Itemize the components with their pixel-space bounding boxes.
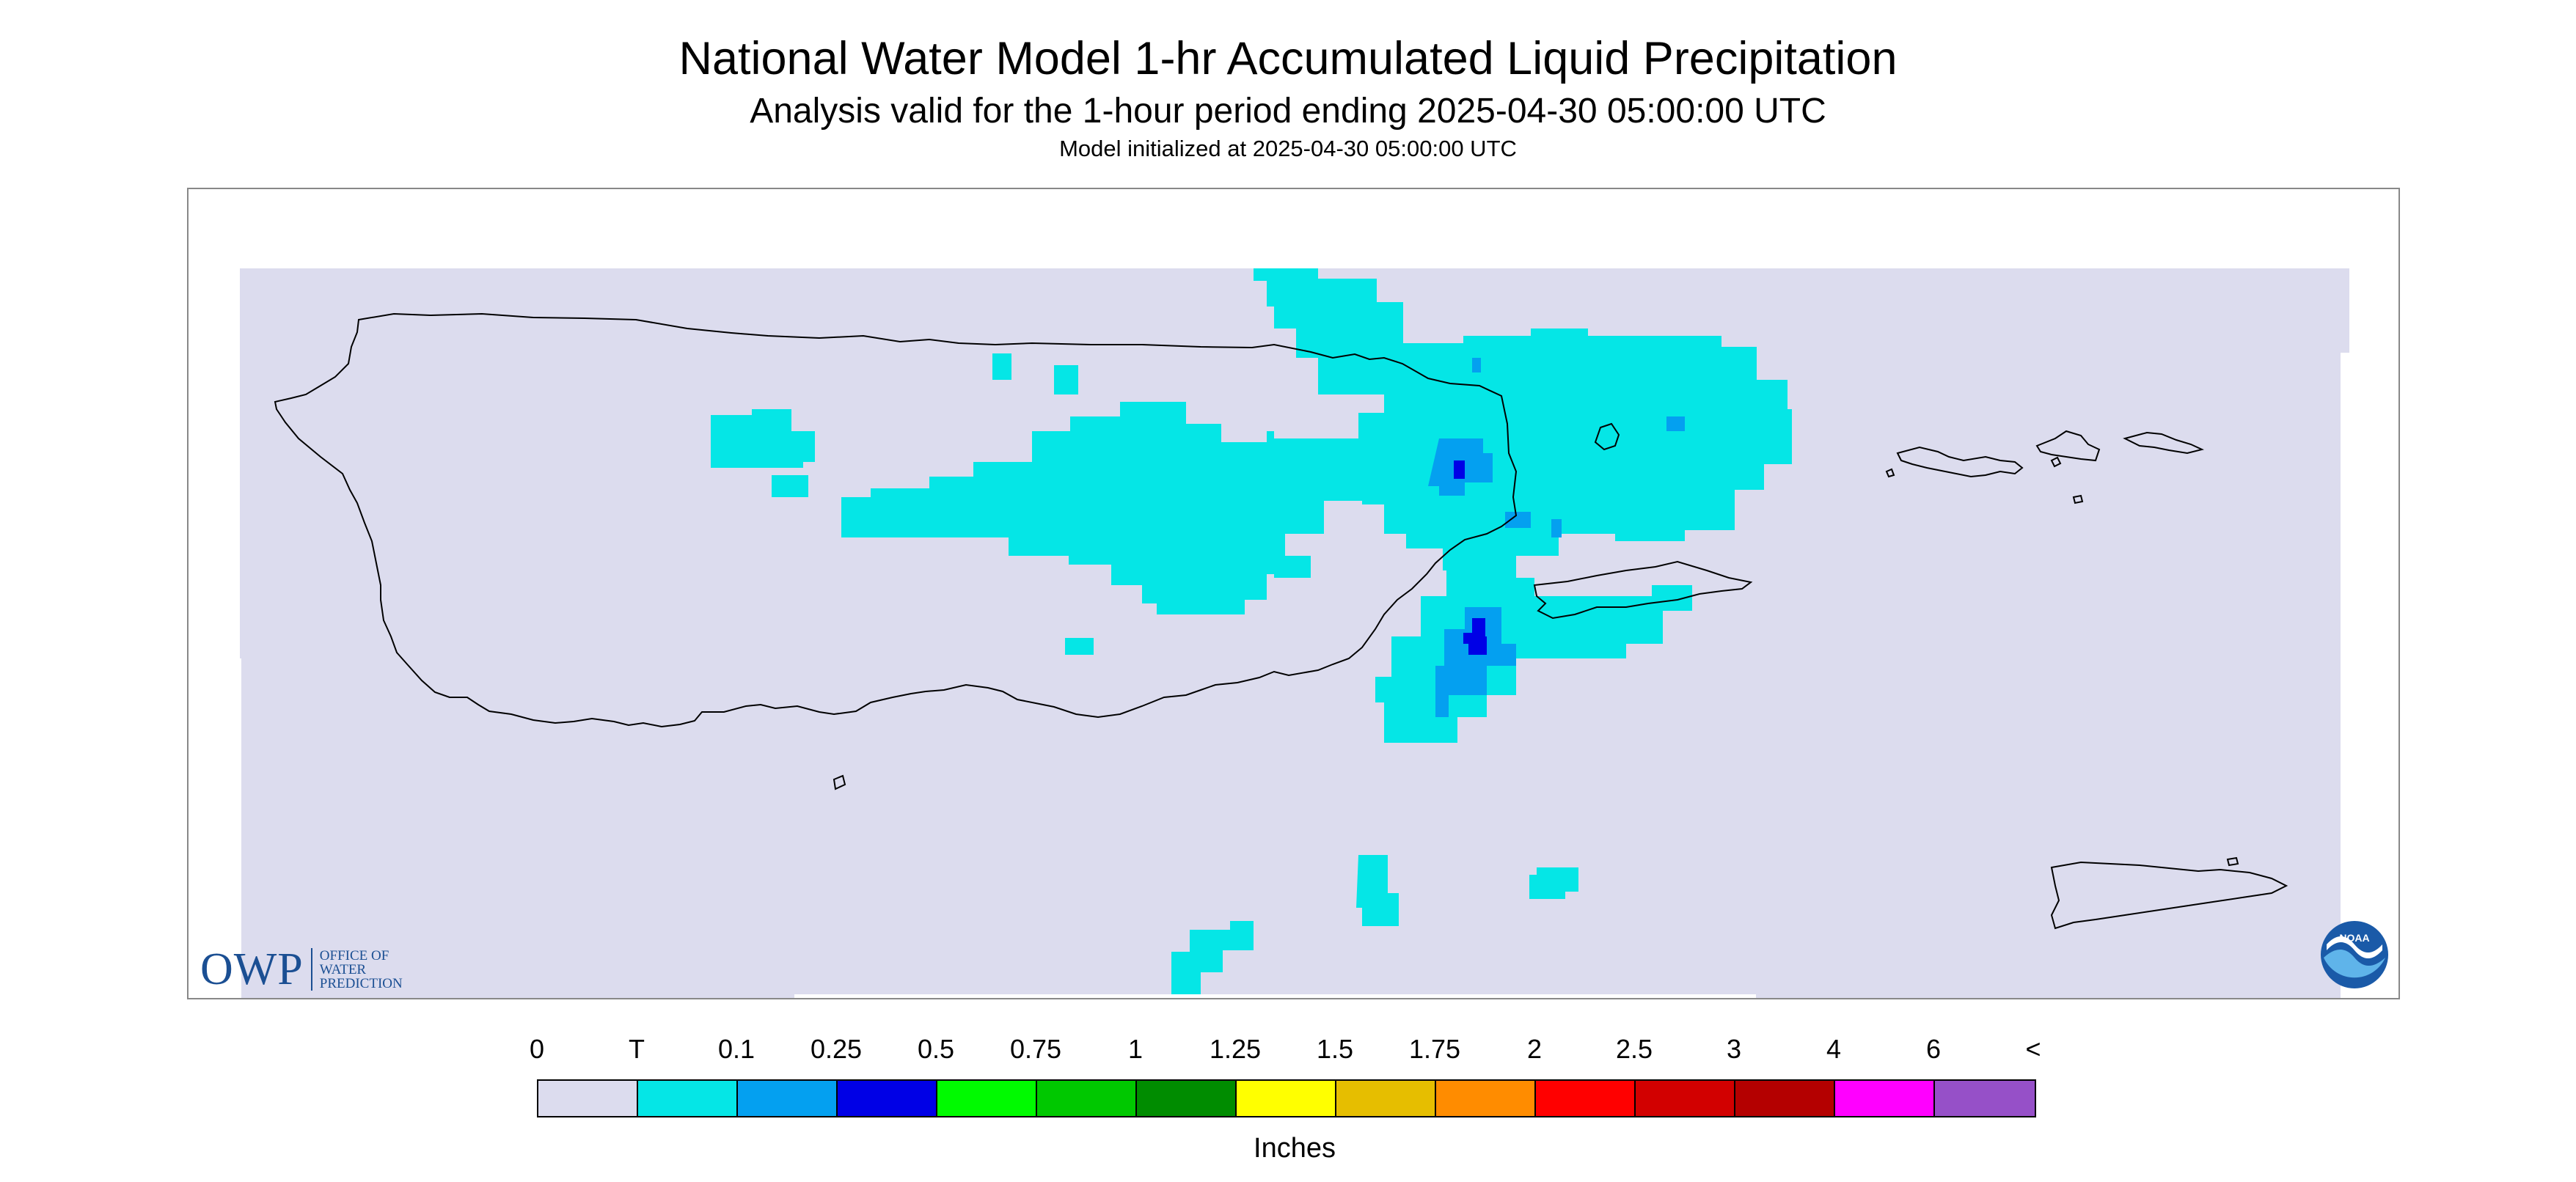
legend-label: 1 — [1127, 1034, 1144, 1064]
islet-3 — [2072, 494, 2084, 504]
legend-label: T — [629, 1034, 645, 1064]
precip-heavy-areas — [1454, 460, 1487, 655]
legend-label: < — [2025, 1034, 2041, 1064]
legend-label: 0.5 — [917, 1034, 955, 1064]
legend-swatch — [1735, 1081, 1835, 1116]
precipitation-map — [187, 188, 2400, 999]
coastlines — [274, 312, 2288, 930]
precip-area-west-small — [772, 475, 808, 497]
precip-area-small-3 — [1274, 556, 1311, 578]
chart-title: National Water Model 1-hr Accumulated Li… — [678, 33, 1898, 84]
legend-swatch — [1237, 1081, 1336, 1116]
precip-area-small-4 — [1065, 638, 1094, 655]
legend-swatch — [1935, 1081, 2035, 1116]
precip-area-heavy-2 — [1463, 618, 1487, 655]
precip-area-west — [711, 409, 815, 468]
owp-logo-line2: WATER — [319, 961, 367, 977]
precip-area-heavy-1 — [1454, 460, 1465, 479]
owp-logo-text: OFFICE OF WATER PREDICTION — [320, 949, 403, 991]
legend-label: 1.25 — [1209, 1034, 1262, 1064]
legend-swatch — [638, 1081, 738, 1116]
model-init-text: Model initialized at 2025-04-30 05:00:00… — [1059, 136, 1517, 161]
legend-swatch — [1835, 1081, 1935, 1116]
legend-swatch — [738, 1081, 838, 1116]
legend-colorbar — [537, 1079, 2036, 1117]
st-john-coastline — [2035, 430, 2101, 462]
legend-swatch — [538, 1081, 638, 1116]
precip-area-mod-3 — [1505, 512, 1531, 528]
legend-label: 2 — [1526, 1034, 1543, 1064]
owp-logo: OWP OFFICE OF WATER PREDICTION — [200, 946, 403, 993]
legend-label: 1.5 — [1316, 1034, 1354, 1064]
precip-legend: 0 T 0.1 0.25 0.5 0.75 1 1.25 1.5 1.75 2 2.5 3 4 6 < Inc… — [530, 1034, 2052, 1164]
vieques-coastline — [1533, 560, 1753, 620]
puerto-rico-coastline — [274, 312, 1518, 728]
owp-logo-line1: OFFICE OF — [319, 947, 389, 963]
model-domain — [240, 268, 2349, 998]
st-croix-coastline — [2050, 861, 2288, 930]
legend-label: 0 — [529, 1034, 545, 1064]
legend-swatch — [1137, 1081, 1237, 1116]
precip-area-small-1 — [992, 353, 1011, 380]
islet-2 — [1885, 468, 1895, 478]
precip-area-south-2 — [1529, 867, 1578, 899]
chart-subtitle: Analysis valid for the 1-hour period end… — [750, 92, 1826, 131]
owp-logo-divider — [310, 948, 312, 991]
legend-swatch — [1436, 1081, 1536, 1116]
map-canvas — [240, 268, 2349, 998]
noaa-logo: NOAA — [2321, 921, 2388, 988]
islet-4 — [2226, 856, 2239, 867]
legend-swatch — [1336, 1081, 1436, 1116]
precip-area-south-3 — [1171, 921, 1254, 994]
legend-label: 0.1 — [717, 1034, 755, 1064]
legend-swatch — [1037, 1081, 1137, 1116]
precip-area-south-1 — [1356, 855, 1399, 926]
legend-swatch — [1536, 1081, 1636, 1116]
legend-swatch — [937, 1081, 1037, 1116]
precip-area-mod-6 — [1435, 607, 1516, 717]
legend-label: 0.75 — [1009, 1034, 1062, 1064]
legend-label: 3 — [1726, 1034, 1742, 1064]
precip-area-east-main — [1254, 268, 1792, 743]
owp-logo-line3: PREDICTION — [319, 975, 403, 991]
precip-area-mod-2 — [1472, 358, 1481, 372]
legend-unit-label: Inches — [1254, 1133, 1336, 1164]
mona-island — [833, 774, 846, 790]
noaa-logo-text: NOAA — [2339, 932, 2369, 944]
precip-light-areas — [711, 268, 1792, 994]
legend-swatch — [838, 1081, 937, 1116]
precip-area-central — [841, 402, 1386, 614]
legend-swatch — [1636, 1081, 1735, 1116]
legend-label: 1.75 — [1408, 1034, 1461, 1064]
legend-label: 6 — [1925, 1034, 1942, 1064]
islet-1 — [2050, 456, 2062, 468]
legend-label: 2.5 — [1615, 1034, 1653, 1064]
precip-area-mod-5 — [1666, 416, 1685, 431]
precip-area-mod-4 — [1551, 519, 1562, 537]
st-thomas-coastline — [1896, 446, 2024, 478]
precip-area-small-2 — [1054, 365, 1078, 394]
culebra-coastline — [1594, 422, 1620, 451]
legend-label: 0.25 — [810, 1034, 863, 1064]
legend-label: 4 — [1826, 1034, 1842, 1064]
tortola-coastline — [2123, 431, 2204, 455]
legend-labels: 0 T 0.1 0.25 0.5 0.75 1 1.25 1.5 1.75 2 2.5 3 4 6 < — [530, 1034, 2052, 1071]
owp-logo-mark: OWP — [200, 944, 304, 994]
